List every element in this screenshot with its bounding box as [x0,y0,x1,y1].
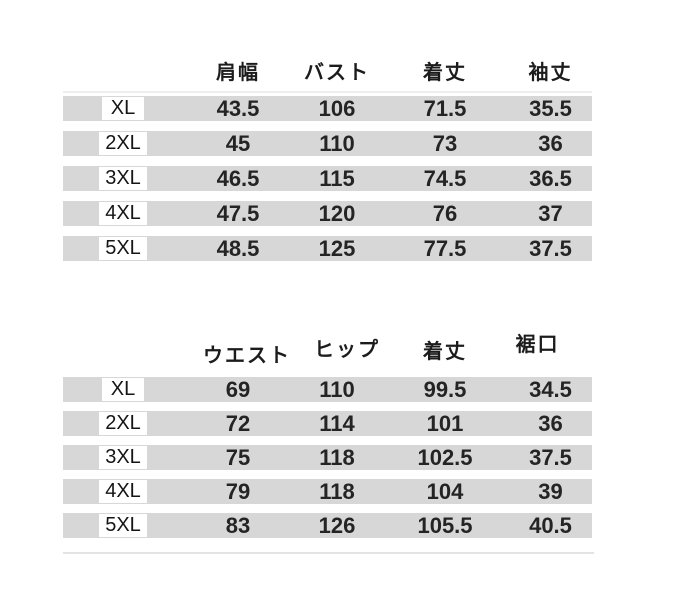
table-cell: 126 [318,513,356,538]
table-cell: 36 [538,411,563,436]
table-cell: 125 [318,236,356,261]
table-cell: 101 [426,411,464,436]
column-header-waist: ウエスト [203,345,291,367]
size-label: XL [102,97,144,120]
table-row-5xl: 5XL 48.5 125 77.5 37.5 [63,236,592,261]
divider-line [63,552,594,554]
column-header-length: 着丈 [423,62,467,84]
table-cell: 83 [225,513,251,538]
table-cell: 37.5 [529,236,572,261]
size-cell: XL [63,377,183,402]
bottoms-size-table: ウエスト ヒップ 着丈 裾口 XL 69 110 99.5 34.5 2XL 7… [63,330,592,547]
table-cell: 45 [225,131,251,156]
table-row-2xl: 2XL 72 114 101 36 [63,411,592,436]
column-header-hem: 裾口 [515,334,560,356]
table-cell: 104 [426,479,464,504]
table-cell: 35.5 [529,96,572,121]
table-cell: 36.5 [529,166,572,191]
table-cell: 46.5 [216,166,260,191]
size-cell: 4XL [63,479,183,504]
table-cell: 79 [225,479,251,504]
size-label: 4XL [99,480,147,503]
table-cell: 120 [318,201,356,226]
bottoms-header-row: ウエスト ヒップ 着丈 裾口 [63,330,592,377]
table-cell: 115 [319,166,355,191]
table-row-4xl: 4XL 47.5 120 76 37 [63,201,592,226]
table-cell: 118 [319,445,355,470]
table-cell: 72 [225,411,251,436]
table-row-3xl: 3XL 75 118 102.5 37.5 [63,445,592,470]
table-cell: 105.5 [417,513,473,538]
table-row-3xl: 3XL 46.5 115 74.5 36.5 [63,166,592,191]
table-cell: 37.5 [529,445,572,470]
table-row-4xl: 4XL 79 118 104 39 [63,479,592,504]
size-cell: 3XL [63,445,183,470]
header-spacer [63,330,183,377]
size-label: 2XL [99,412,147,435]
table-cell: 102.5 [417,445,473,470]
table-row-xl: XL 69 110 99.5 34.5 [63,377,592,402]
size-label: XL [102,378,144,401]
tops-header-row: 肩幅 バスト 着丈 袖丈 [63,58,592,88]
size-label: 5XL [99,237,147,260]
table-row-5xl: 5XL 83 126 105.5 40.5 [63,513,592,538]
table-cell: 40.5 [529,513,572,538]
table-cell: 114 [319,411,355,436]
size-cell: 5XL [63,236,183,261]
table-cell: 106 [318,96,356,121]
column-header-length: 着丈 [423,341,467,363]
table-cell: 39 [538,479,563,504]
table-cell: 74.5 [423,166,467,191]
size-cell: 2XL [63,131,183,156]
size-cell: 5XL [63,513,183,538]
table-cell: 37 [538,201,563,226]
size-label: 3XL [99,167,147,190]
table-cell: 34.5 [529,377,572,402]
size-cell: 4XL [63,201,183,226]
size-label: 2XL [99,132,147,155]
table-cell: 118 [319,479,355,504]
table-row-2xl: 2XL 45 110 73 36 [63,131,592,156]
table-cell: 110 [319,131,355,156]
table-cell: 76 [432,201,458,226]
size-label: 5XL [99,514,147,537]
table-row-xl: XL 43.5 106 71.5 35.5 [63,96,592,121]
column-header-hip: ヒップ [314,339,380,361]
size-label: 4XL [99,202,147,225]
table-cell: 43.5 [216,96,260,121]
table-cell: 48.5 [216,236,260,261]
column-header-sleeve: 袖丈 [528,62,573,84]
column-header-bust: バスト [304,62,370,84]
divider-line [63,91,592,93]
table-cell: 73 [432,131,458,156]
size-cell: XL [63,96,183,121]
table-cell: 75 [225,445,251,470]
tops-size-table: 肩幅 バスト 着丈 袖丈 XL 43.5 106 71.5 35.5 2XL 4… [63,58,592,271]
table-cell: 69 [225,377,251,402]
size-cell: 3XL [63,166,183,191]
table-cell: 71.5 [423,96,467,121]
table-cell: 110 [319,377,355,402]
header-spacer [63,58,183,88]
table-cell: 99.5 [423,377,467,402]
table-cell: 77.5 [423,236,467,261]
size-label: 3XL [99,446,147,469]
column-header-shoulder: 肩幅 [216,62,260,84]
size-cell: 2XL [63,411,183,436]
table-cell: 36 [538,131,563,156]
table-cell: 47.5 [216,201,260,226]
